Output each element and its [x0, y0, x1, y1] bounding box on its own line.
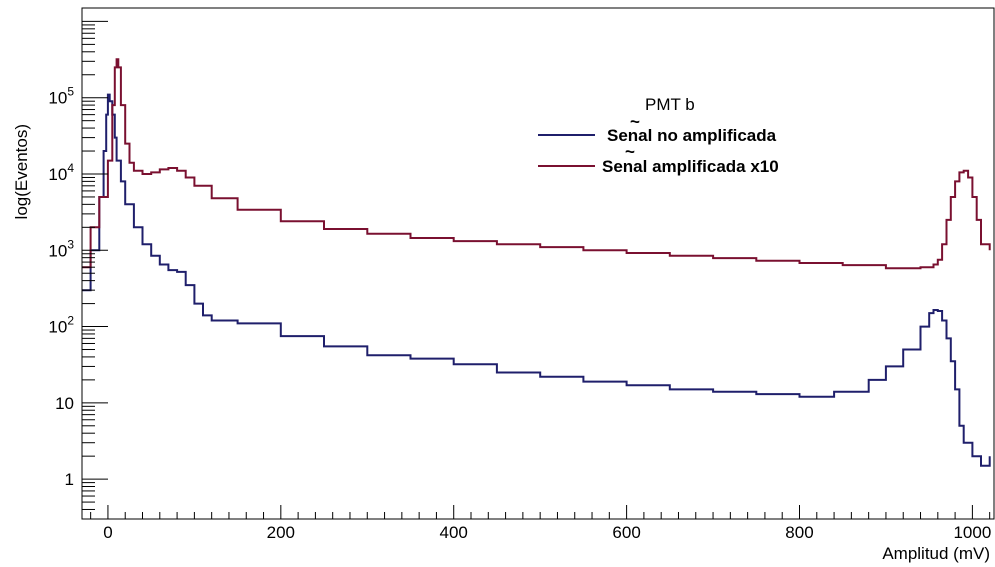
- x-tick-label: 200: [267, 523, 295, 542]
- legend-title: PMT b: [645, 95, 695, 114]
- legend: PMT b Senal no amplificada ~ Senal ampli…: [538, 95, 779, 176]
- y-tick-label: 10: [55, 394, 74, 413]
- x-axis-ticks: 0 200 400 600 800 1000: [90, 505, 991, 542]
- series-line-0: [82, 93, 991, 467]
- legend-tilde-1: ~: [630, 112, 640, 131]
- y-tick-label: 102: [48, 314, 74, 337]
- y-axis-title: log(Eventos): [12, 124, 31, 219]
- legend-label-signal-unamplified: Senal no amplificada: [607, 126, 777, 145]
- x-tick-label: 1000: [953, 523, 991, 542]
- x-tick-label: 400: [440, 523, 468, 542]
- plot-frame: [81, 7, 995, 520]
- x-tick-label: 600: [612, 523, 640, 542]
- legend-label-signal-amplified: Senal amplificada x10: [602, 157, 779, 176]
- series-line-1: [82, 58, 991, 270]
- x-axis-title: Amplitud (mV): [882, 544, 990, 563]
- y-tick-label: 105: [48, 85, 74, 108]
- y-tick-label: 103: [48, 237, 74, 260]
- series-group: [82, 58, 991, 467]
- y-tick-label: 104: [48, 161, 74, 184]
- y-axis-ticks: 1 10 102 103 104 105: [48, 20, 108, 520]
- y-tick-label: 1: [65, 470, 74, 489]
- x-tick-label: 800: [785, 523, 813, 542]
- legend-tilde-2: ~: [625, 142, 635, 161]
- x-tick-label: 0: [103, 523, 112, 542]
